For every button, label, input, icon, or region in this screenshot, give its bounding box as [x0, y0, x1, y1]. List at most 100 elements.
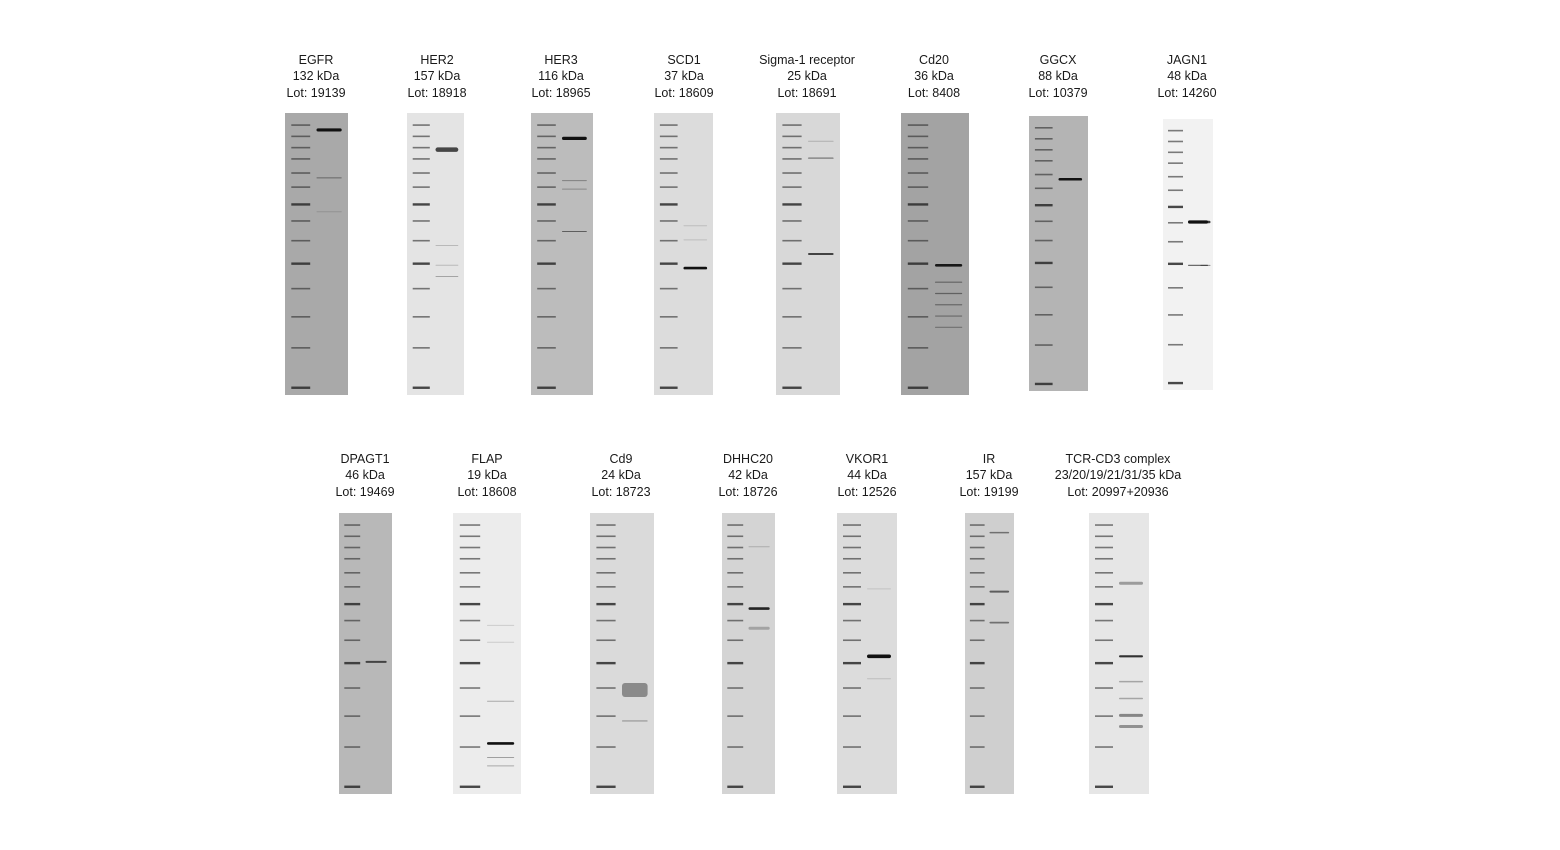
ladder-band [537, 172, 556, 174]
ladder-band [459, 524, 481, 526]
ladder-band [659, 262, 678, 265]
ladder-band [412, 347, 430, 349]
gel-background [1163, 119, 1213, 390]
sample-band [867, 654, 891, 659]
sample-band [562, 230, 587, 232]
molecular-weight: 24 kDa [601, 468, 641, 483]
sample-band [808, 140, 834, 142]
ladder-band [843, 586, 861, 588]
ladder-band [537, 386, 556, 389]
ladder-band [596, 586, 616, 588]
ladder-band [537, 186, 556, 188]
ladder-band [969, 715, 985, 717]
ladder-band [459, 557, 481, 560]
ladder-band [1168, 129, 1183, 132]
sample-band [316, 211, 342, 213]
protein-name: IR [982, 452, 996, 466]
gel-svg [407, 113, 464, 395]
ladder-band [1168, 162, 1183, 164]
ladder-band [459, 785, 481, 788]
ladder-band [843, 619, 861, 622]
ladder-band [596, 524, 616, 526]
ladder-band [596, 535, 616, 538]
ladder-band [459, 586, 481, 588]
sample-band [1200, 264, 1211, 266]
sample-band [1119, 680, 1143, 683]
molecular-weight: 157 kDa [413, 69, 461, 84]
ladder-band [1095, 687, 1113, 689]
ladder-band [412, 158, 430, 160]
ladder-band [659, 146, 678, 149]
ladder-band [412, 220, 430, 222]
lot-number: Lot: 19139 [286, 85, 346, 100]
ladder-band [969, 687, 985, 689]
ladder-band [1034, 127, 1053, 129]
sample-band [989, 621, 1010, 624]
molecular-weight: 46 kDa [345, 468, 385, 483]
sample-band [487, 765, 515, 767]
ladder-band [459, 715, 481, 717]
molecular-weight: 42 kDa [728, 468, 768, 483]
ladder-band [344, 546, 361, 549]
ladder-band [596, 546, 616, 549]
molecular-weight: 116 kDa [538, 69, 584, 84]
ladder-band [459, 535, 481, 538]
ladder-band [907, 287, 929, 290]
sample-band [935, 263, 963, 267]
ladder-band [291, 316, 311, 318]
gel-label: GGCX 88 kDa Lot: 10379 [938, 52, 1178, 101]
ladder-band [412, 135, 430, 138]
ladder-band [907, 347, 929, 349]
gel-label: FLAP 19 kDa Lot: 18608 [367, 451, 607, 500]
ladder-band [596, 715, 616, 717]
ladder-band [969, 586, 985, 588]
ladder-band [907, 386, 929, 389]
ladder-band [459, 619, 481, 622]
ladder-band [1034, 314, 1053, 316]
ladder-band [459, 602, 481, 606]
gel-svg [453, 513, 521, 794]
ladder-band [344, 572, 361, 574]
ladder-band [843, 746, 861, 748]
sample-band [487, 756, 515, 758]
gel-label: Sigma-1 receptor 25 kDa Lot: 18691 [687, 52, 927, 101]
ladder-band [291, 262, 311, 265]
ladder-band [1095, 535, 1113, 538]
ladder-band [659, 347, 678, 349]
sample-band [562, 180, 587, 182]
ladder-band [344, 602, 361, 606]
sample-band [989, 590, 1010, 593]
ladder-band [412, 124, 430, 126]
ladder-band [727, 535, 744, 538]
sample-band [989, 531, 1010, 534]
gel-background [531, 113, 593, 395]
ladder-band [537, 203, 556, 206]
ladder-band [727, 687, 744, 689]
ladder-band [907, 239, 929, 242]
sample-band [487, 641, 515, 643]
ladder-band [459, 572, 481, 574]
ladder-band [291, 135, 311, 138]
ladder-band [782, 347, 802, 349]
sample-band [487, 624, 515, 626]
ladder-band [291, 158, 311, 160]
gel-svg [1089, 513, 1149, 794]
protein-name: Sigma-1 receptor [759, 53, 855, 67]
ladder-band [727, 524, 744, 526]
ladder-band [1034, 261, 1053, 265]
sample-band [935, 315, 963, 317]
gel-label: SCD1 37 kDa Lot: 18609 [564, 52, 804, 101]
ladder-band [412, 239, 430, 242]
ladder-band [1095, 557, 1113, 560]
ladder-band [537, 146, 556, 149]
gel-image [722, 513, 775, 794]
ladder-band [969, 661, 985, 665]
ladder-band [1095, 619, 1113, 622]
gel-image [339, 513, 392, 794]
gel-background [654, 113, 713, 395]
gel-label: TCR-CD3 complex 23/20/19/21/31/35 kDa Lo… [998, 451, 1238, 500]
gel-label: DPAGT1 46 kDa Lot: 19469 [245, 451, 485, 500]
sample-band [365, 660, 387, 663]
gel-image [654, 113, 713, 395]
ladder-band [459, 746, 481, 748]
